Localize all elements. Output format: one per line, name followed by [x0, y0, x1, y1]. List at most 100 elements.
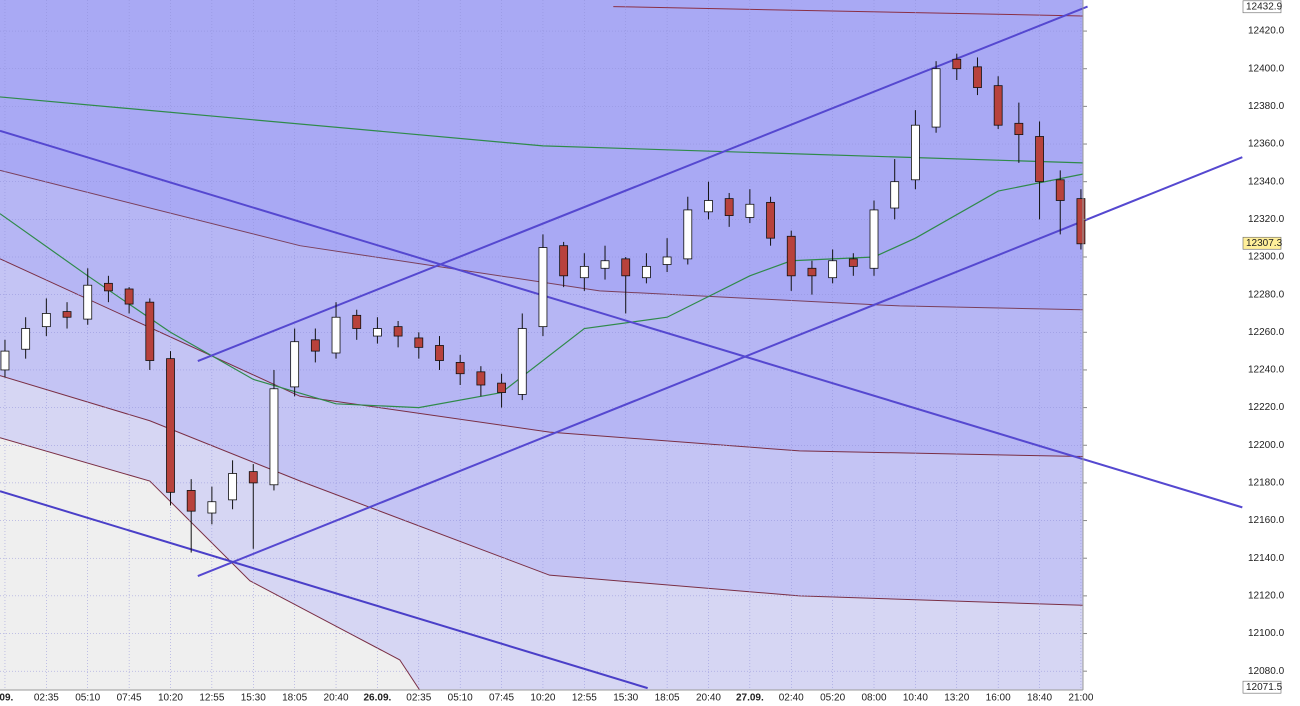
candle-body	[331, 316, 341, 354]
x-tick-label: 20:40	[324, 693, 349, 704]
candle-body	[310, 339, 320, 352]
y-tick-label: 12260.0	[1248, 327, 1285, 338]
y-max-label-box	[1242, 0, 1282, 14]
candle-body	[952, 58, 962, 70]
band-line	[0, 375, 1083, 606]
candle-body	[724, 198, 734, 216]
x-tick-label: 13:20	[944, 693, 969, 704]
candle-body	[559, 245, 569, 277]
candle-body	[538, 247, 548, 328]
candle-body	[579, 265, 589, 279]
x-tick-label: 02:35	[34, 693, 59, 704]
x-tick-label: 26.09.	[364, 693, 392, 704]
y-tick-label: 12360.0	[1248, 139, 1285, 150]
y-tick-label: 12420.0	[1248, 26, 1285, 37]
candle-body	[745, 203, 755, 218]
x-tick-label: 05:10	[448, 693, 473, 704]
candle-body	[62, 311, 72, 318]
plot-background	[0, 0, 1083, 691]
x-tick-label: 20:40	[696, 693, 721, 704]
candle-body	[848, 258, 858, 267]
x-tick-label: 18:05	[282, 693, 307, 704]
moving-average	[0, 96, 1083, 164]
band-line	[0, 258, 1083, 458]
candle-body	[83, 284, 93, 320]
candle-body	[41, 313, 51, 328]
candle-body	[869, 209, 879, 269]
candle-body	[290, 341, 300, 388]
candle-body	[21, 328, 31, 350]
y-tick-label: 12080.0	[1248, 666, 1285, 677]
band-line	[0, 169, 1083, 311]
candle-body	[621, 258, 631, 277]
overlays	[0, 5, 1243, 690]
candle-body	[517, 328, 527, 395]
x-tick-label: 10:40	[903, 693, 928, 704]
candle-body	[166, 358, 175, 493]
candle-body	[145, 301, 155, 361]
candle-body	[807, 267, 817, 277]
x-tick-label: 15:30	[241, 693, 266, 704]
x-tick-label: 05:20	[820, 693, 845, 704]
candle-body	[373, 328, 382, 337]
y-tick-label: 12220.0	[1248, 402, 1285, 413]
y-tick-label: 12340.0	[1248, 176, 1285, 187]
x-tick-label: 18:05	[655, 693, 680, 704]
y-tick-label: 12140.0	[1248, 553, 1285, 564]
x-tick-label: 07:45	[489, 693, 514, 704]
x-tick-label: 27.09.	[736, 693, 764, 704]
x-tick-label: 10:20	[530, 693, 555, 704]
y-min-label-box	[1242, 680, 1282, 694]
x-tick-label: .09.	[0, 693, 14, 704]
x-tick-label: 12:55	[572, 693, 597, 704]
x-tick-label: 08:00	[861, 693, 886, 704]
candle-body	[910, 124, 920, 181]
x-tick-label: 05:10	[75, 693, 100, 704]
trend-line	[0, 490, 648, 690]
x-tick-label: 15:30	[613, 693, 638, 704]
candle-body	[497, 382, 506, 393]
x-tick-label: 18:40	[1027, 693, 1052, 704]
candle-body	[766, 201, 775, 239]
x-tick-label: 21:00	[1068, 693, 1093, 704]
candle-body	[476, 371, 486, 386]
candle-body	[890, 181, 900, 209]
x-tick-label: 16:00	[986, 693, 1011, 704]
candle-body	[1076, 198, 1086, 245]
band-line	[613, 6, 1083, 17]
candle-body	[931, 68, 941, 128]
trend-line	[197, 5, 1088, 363]
y-min-label: 12071.5	[1246, 682, 1283, 693]
candle-body	[704, 200, 713, 213]
y-tick-label: 12100.0	[1248, 628, 1285, 639]
candle-body	[828, 260, 838, 279]
x-tick-label: 02:40	[779, 693, 804, 704]
candle-body	[248, 471, 258, 484]
candle-body	[393, 326, 403, 337]
moving-average	[0, 173, 1083, 409]
candle-body	[414, 337, 424, 348]
x-tick-label: 07:45	[117, 693, 142, 704]
candle-body	[455, 362, 465, 375]
y-tick-label: 12280.0	[1248, 289, 1285, 300]
candle-body	[1014, 122, 1024, 136]
candle-body	[786, 235, 796, 277]
candle-body	[228, 473, 237, 501]
candle-body	[0, 350, 10, 371]
candle-body	[662, 256, 672, 265]
y-tick-label: 12120.0	[1248, 591, 1285, 602]
candles	[0, 53, 1086, 553]
candle-body	[1035, 136, 1044, 183]
x-tick-label: 12:55	[199, 693, 224, 704]
band-fill	[0, 437, 420, 690]
y-max-label: 12432.9	[1246, 1, 1283, 12]
candle-body	[269, 388, 279, 486]
y-tick-label: 12160.0	[1248, 515, 1285, 526]
candle-body	[600, 260, 610, 269]
y-tick-label: 12200.0	[1248, 440, 1285, 451]
y-tick-label: 12240.0	[1248, 365, 1285, 376]
x-tick-label: 10:20	[158, 693, 183, 704]
